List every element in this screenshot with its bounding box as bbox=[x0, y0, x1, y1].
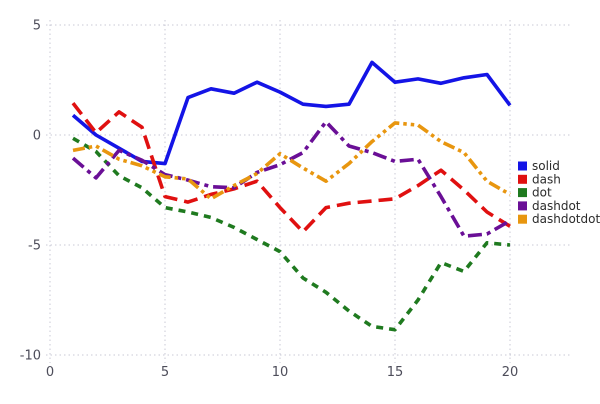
series-line-dash bbox=[71, 101, 511, 234]
legend-swatch-dashdotdot bbox=[518, 214, 527, 224]
legend-label-dash: dash bbox=[532, 172, 561, 186]
legend-label-dashdotdot: dashdotdot bbox=[532, 212, 600, 226]
x-tick-label: 0 bbox=[46, 365, 54, 380]
series-line-dot bbox=[72, 136, 511, 332]
legend-swatch-dashdot bbox=[518, 201, 527, 211]
x-tick-label: 5 bbox=[161, 365, 169, 380]
legend-swatch-solid bbox=[518, 161, 527, 171]
series-line-dashdotdot bbox=[72, 121, 511, 201]
legend-swatch-dash bbox=[518, 174, 527, 184]
series-line-dashdot bbox=[71, 120, 511, 238]
legend-swatch-dot bbox=[518, 188, 527, 198]
y-tick-label: -10 bbox=[20, 349, 41, 364]
y-tick-label: 5 bbox=[33, 19, 41, 34]
y-tick-label: 0 bbox=[33, 129, 41, 144]
legend-label-solid: solid bbox=[532, 159, 560, 173]
y-tick-label: -5 bbox=[28, 239, 41, 254]
legend-label-dot: dot bbox=[532, 186, 552, 200]
x-tick-label: 20 bbox=[502, 365, 519, 380]
series-line-solid bbox=[71, 60, 512, 166]
x-tick-label: 15 bbox=[387, 365, 404, 380]
legend-label-dashdot: dashdot bbox=[532, 199, 581, 213]
x-tick-label: 10 bbox=[272, 365, 289, 380]
